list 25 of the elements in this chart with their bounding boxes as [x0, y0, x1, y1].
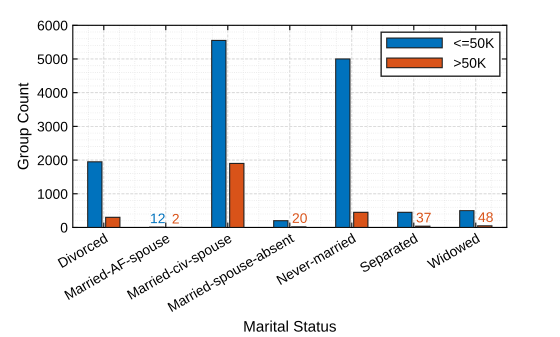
bar — [353, 212, 368, 228]
y-tick-label: 3000 — [38, 122, 68, 132]
legend-label: >50K — [454, 58, 486, 68]
data-label: 12 — [151, 213, 165, 224]
y-tick-label: 5000 — [38, 54, 68, 64]
y-tick-label: 6000 — [38, 20, 68, 30]
bar — [87, 161, 102, 228]
legend-label: <=50K — [454, 38, 494, 48]
y-tick-label: 1000 — [38, 189, 68, 199]
bar — [397, 212, 412, 228]
y-axis-title: Group Count — [18, 82, 32, 170]
y-tick-label: 0 — [60, 222, 68, 233]
data-label: 37 — [416, 212, 431, 222]
data-label: 2 — [172, 214, 179, 224]
bar — [211, 40, 226, 228]
y-tick-label: 4000 — [37, 88, 68, 98]
bar — [273, 220, 288, 228]
data-label: 48 — [478, 212, 493, 222]
bar — [105, 216, 120, 228]
data-label: 20 — [292, 213, 307, 224]
x-axis-title: Marital Status — [244, 320, 336, 332]
bar — [335, 58, 350, 228]
bar — [229, 162, 244, 228]
y-tick-label: 2000 — [38, 155, 68, 166]
bar — [459, 210, 474, 228]
